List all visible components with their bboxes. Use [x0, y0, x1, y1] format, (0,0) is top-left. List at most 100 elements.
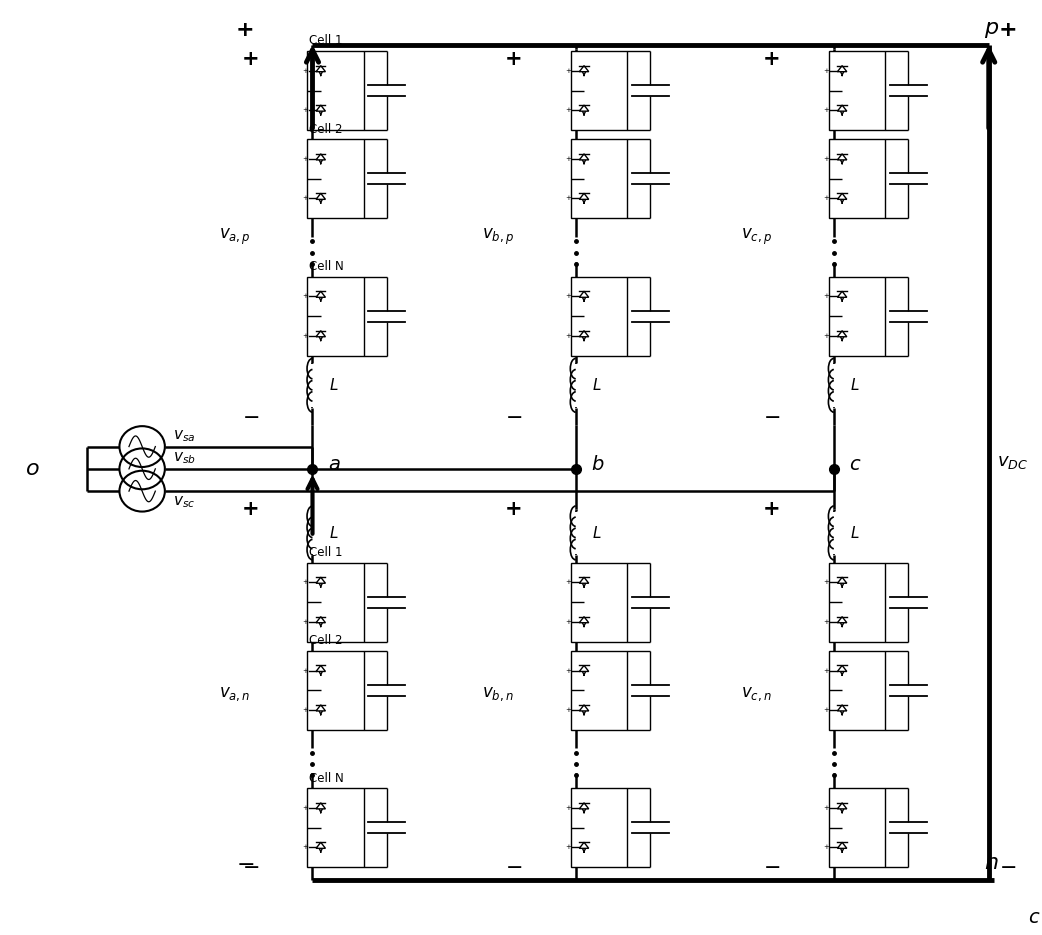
Text: $-$: $-$ [764, 406, 780, 426]
Polygon shape [579, 617, 589, 623]
Text: +: + [763, 50, 780, 69]
Text: $L$: $L$ [592, 525, 602, 541]
Text: +: + [302, 844, 308, 851]
Polygon shape [579, 331, 589, 337]
Bar [307, 277, 364, 355]
Text: $v_{c,n}$: $v_{c,n}$ [741, 685, 772, 703]
Polygon shape [579, 154, 589, 160]
Text: $-$: $-$ [242, 856, 259, 875]
Text: +: + [824, 195, 829, 201]
Text: +: + [302, 195, 308, 201]
Polygon shape [316, 105, 325, 111]
Text: +: + [566, 580, 571, 585]
Text: +: + [302, 294, 308, 299]
Text: +: + [566, 67, 571, 74]
Text: +: + [302, 67, 308, 74]
Text: $v_{b,p}$: $v_{b,p}$ [482, 227, 515, 248]
Text: +: + [566, 668, 571, 673]
Text: $-$: $-$ [764, 856, 780, 875]
Bar [307, 51, 364, 130]
Text: +: + [566, 844, 571, 851]
Polygon shape [316, 154, 325, 160]
Text: +: + [824, 619, 829, 625]
Polygon shape [316, 292, 325, 297]
Text: +: + [763, 499, 780, 520]
Text: $v_{DC}$: $v_{DC}$ [997, 453, 1028, 471]
Text: $v_{a,p}$: $v_{a,p}$ [219, 227, 251, 248]
Text: Cell N: Cell N [309, 260, 344, 273]
Polygon shape [579, 842, 589, 848]
Polygon shape [579, 705, 589, 711]
Polygon shape [838, 803, 847, 809]
Text: $-$: $-$ [505, 856, 522, 875]
Text: +: + [566, 333, 571, 338]
Polygon shape [838, 331, 847, 337]
Text: +: + [302, 108, 308, 113]
Text: +: + [999, 20, 1018, 40]
Polygon shape [838, 842, 847, 848]
Bar [307, 651, 364, 729]
Bar [307, 563, 364, 641]
Text: +: + [824, 580, 829, 585]
Text: +: + [566, 294, 571, 299]
Text: $-$: $-$ [999, 856, 1016, 875]
Text: $v_{a,n}$: $v_{a,n}$ [219, 685, 251, 703]
Text: +: + [302, 333, 308, 338]
Text: +: + [505, 50, 523, 69]
Bar [828, 139, 886, 218]
Text: +: + [302, 668, 308, 673]
Text: Cell 1: Cell 1 [309, 546, 343, 559]
Polygon shape [316, 577, 325, 583]
Text: $L$: $L$ [850, 378, 860, 394]
Text: Cell 1: Cell 1 [309, 35, 343, 48]
Text: +: + [824, 108, 829, 113]
Text: Cell N: Cell N [309, 771, 344, 784]
Text: +: + [302, 156, 308, 162]
Bar [828, 563, 886, 641]
Text: $-$: $-$ [242, 406, 259, 426]
Polygon shape [316, 666, 325, 671]
Text: $L$: $L$ [850, 525, 860, 541]
Text: $-$: $-$ [237, 853, 254, 872]
Text: +: + [824, 668, 829, 673]
Polygon shape [316, 617, 325, 623]
Bar [571, 563, 627, 641]
Text: +: + [302, 805, 308, 811]
Polygon shape [579, 577, 589, 583]
Text: +: + [824, 805, 829, 811]
Text: +: + [237, 20, 254, 40]
Bar [307, 788, 364, 867]
Polygon shape [579, 803, 589, 809]
Polygon shape [316, 331, 325, 337]
Text: $c$: $c$ [1027, 908, 1040, 927]
Text: +: + [824, 67, 829, 74]
Bar [828, 788, 886, 867]
Text: +: + [302, 580, 308, 585]
Text: +: + [824, 294, 829, 299]
Bar [571, 788, 627, 867]
Text: $p$: $p$ [984, 20, 998, 40]
Text: $c$: $c$ [849, 454, 862, 474]
Text: +: + [566, 805, 571, 811]
Text: $L$: $L$ [329, 378, 339, 394]
Text: Cell 2: Cell 2 [309, 122, 343, 136]
Text: +: + [505, 499, 523, 520]
Bar [828, 277, 886, 355]
Polygon shape [838, 154, 847, 160]
Text: +: + [242, 50, 259, 69]
Text: +: + [566, 707, 571, 713]
Polygon shape [579, 194, 589, 199]
Text: $L$: $L$ [329, 525, 339, 541]
Polygon shape [316, 803, 325, 809]
Polygon shape [316, 842, 325, 848]
Text: $v_{sb}$: $v_{sb}$ [173, 451, 196, 466]
Text: $v_{sc}$: $v_{sc}$ [173, 494, 196, 510]
Text: +: + [824, 156, 829, 162]
Text: +: + [824, 707, 829, 713]
Polygon shape [316, 65, 325, 72]
Text: +: + [302, 619, 308, 625]
Polygon shape [838, 292, 847, 297]
Text: +: + [302, 707, 308, 713]
Text: +: + [566, 108, 571, 113]
Text: +: + [566, 195, 571, 201]
